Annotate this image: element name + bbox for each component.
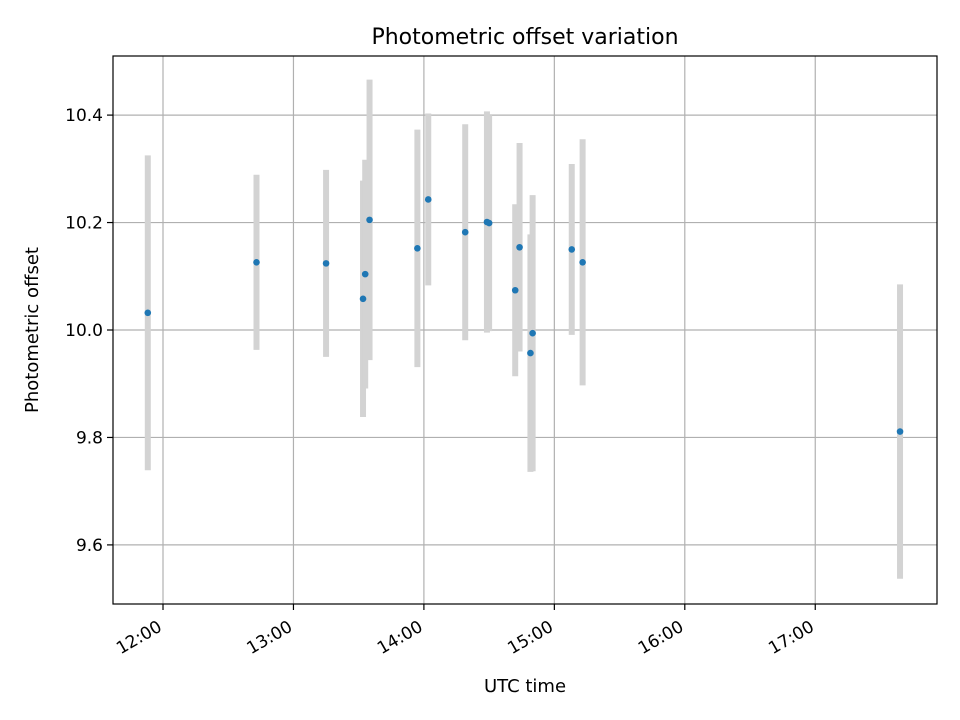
data-point (253, 259, 260, 266)
chart-title: Photometric offset variation (371, 25, 678, 50)
data-point (322, 260, 330, 267)
x-tick-label: 14:00 (374, 617, 426, 659)
x-tick-label: 12:00 (113, 617, 165, 659)
data-point (511, 286, 519, 294)
data-point (529, 329, 536, 337)
data-point (527, 349, 534, 357)
data-point (144, 309, 152, 317)
data-points (144, 196, 904, 435)
data-point (579, 259, 586, 266)
error-bars (144, 79, 904, 579)
y-tick-label: 10.0 (65, 321, 103, 341)
x-tick-label: 15:00 (504, 617, 556, 659)
grid (113, 56, 937, 604)
y-tick-label: 10.4 (65, 106, 103, 126)
y-axis-ticks: 9.6 9.8 10.0 10.2 10.4 (65, 106, 113, 556)
x-tick-label: 17:00 (765, 617, 817, 659)
data-point (896, 428, 904, 435)
x-tick-label: 16:00 (635, 617, 687, 659)
data-point (485, 219, 493, 227)
data-point (568, 246, 576, 253)
data-point (366, 216, 373, 224)
data-point (414, 245, 421, 252)
data-point (461, 228, 469, 236)
x-tick-label: 13:00 (244, 617, 296, 659)
y-tick-label: 9.8 (76, 428, 103, 448)
data-point (361, 270, 369, 278)
data-point (359, 295, 367, 303)
x-axis-label: UTC time (484, 676, 566, 697)
data-point (516, 243, 523, 251)
data-point (424, 196, 432, 203)
y-axis-label: Photometric offset (22, 247, 43, 413)
y-tick-label: 10.2 (65, 214, 103, 234)
y-tick-label: 9.6 (76, 536, 103, 556)
x-axis-ticks: 12:00 13:00 14:00 15:00 16:00 17:00 (113, 604, 818, 659)
